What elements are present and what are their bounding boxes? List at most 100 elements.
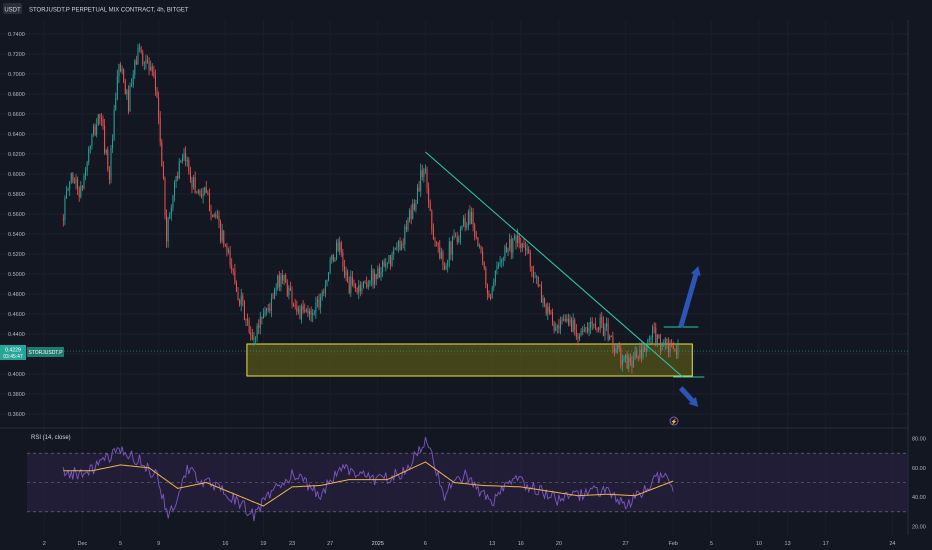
- candle-body: [478, 245, 480, 247]
- rsi-title: RSI (14, close): [31, 435, 71, 441]
- current-price-countdown: 03:45:47: [3, 354, 23, 360]
- candle-body: [248, 320, 250, 333]
- candle-body: [590, 321, 592, 329]
- candle-body: [239, 300, 241, 305]
- candle-body: [207, 192, 209, 195]
- alert-icon[interactable]: [669, 416, 679, 426]
- candle-body: [151, 66, 153, 73]
- candle-body: [170, 207, 172, 214]
- candle-body: [604, 326, 606, 336]
- candle-body: [426, 168, 428, 188]
- candle-body: [591, 321, 593, 325]
- candle-body: [404, 226, 406, 245]
- candle-body: [580, 331, 582, 335]
- candle-body: [64, 198, 66, 220]
- candle-body: [596, 327, 598, 329]
- candle-body: [215, 214, 217, 217]
- candle-body: [229, 250, 231, 266]
- candle-body: [110, 147, 112, 180]
- candle-body: [618, 344, 620, 349]
- time-tick-label: 24: [889, 541, 895, 547]
- candle-body: [661, 344, 663, 351]
- candle-body: [544, 298, 546, 304]
- candle-body: [251, 334, 253, 340]
- candle-body: [531, 266, 533, 271]
- candle-body: [609, 335, 611, 340]
- candle-body: [613, 347, 615, 353]
- candle-body: [310, 310, 312, 316]
- down-arrow-head: [688, 396, 699, 407]
- candle-body: [496, 266, 498, 271]
- time-tick-label: Feb: [668, 541, 677, 547]
- candle-body: [123, 69, 125, 82]
- candle-body: [115, 98, 117, 111]
- candle-body: [204, 187, 206, 194]
- candle-body: [628, 357, 630, 369]
- candle-body: [637, 357, 639, 359]
- candle-body: [235, 283, 237, 292]
- candle-body: [134, 60, 136, 75]
- time-tick-label: 13: [785, 541, 791, 547]
- candle-body: [237, 291, 239, 301]
- candle-body: [336, 242, 338, 260]
- candle-body: [409, 210, 411, 220]
- candle-body: [521, 243, 523, 248]
- candle-body: [318, 299, 320, 308]
- candle-body: [444, 265, 446, 270]
- candle-body: [434, 239, 436, 242]
- candle-body: [256, 325, 258, 339]
- candle-body: [396, 246, 398, 249]
- candle-body: [316, 299, 318, 303]
- candle-body: [623, 358, 625, 361]
- candle-body: [135, 60, 137, 65]
- candle-body: [575, 330, 577, 338]
- candle-body: [472, 211, 474, 225]
- candle-body: [129, 86, 131, 112]
- candle-body: [127, 90, 129, 112]
- candle-body: [394, 248, 396, 250]
- candle-body: [509, 239, 511, 249]
- candle-body: [606, 323, 608, 327]
- candle-body: [493, 282, 495, 288]
- candle-body: [579, 334, 581, 339]
- candle-body: [510, 239, 512, 253]
- candle-body: [97, 114, 99, 125]
- descending-trendline: [425, 151, 684, 378]
- candle-body: [402, 243, 404, 245]
- candle-body: [564, 319, 566, 321]
- candle-body: [67, 189, 69, 191]
- candle-body: [529, 253, 531, 267]
- candle-body: [181, 157, 183, 161]
- candle-body: [658, 334, 660, 339]
- candle-body: [577, 337, 579, 339]
- candle-body: [261, 317, 263, 319]
- time-tick-label: 2: [43, 541, 46, 547]
- price-tick-label: 0.5600: [8, 212, 25, 218]
- candle-body: [633, 358, 635, 367]
- candle-body: [267, 308, 269, 310]
- candle-body: [528, 249, 530, 254]
- candle-body: [193, 177, 195, 188]
- candle-body: [424, 168, 426, 170]
- candle-body: [660, 338, 662, 351]
- candle-body: [340, 242, 342, 253]
- candle-body: [108, 169, 110, 180]
- time-tick-label: 9: [157, 541, 160, 547]
- candle-body: [534, 277, 536, 279]
- currency-badge[interactable]: [3, 3, 22, 14]
- candle-body: [94, 126, 96, 135]
- candle-body: [401, 243, 403, 250]
- candle-body: [297, 308, 299, 312]
- candle-body: [410, 210, 412, 219]
- candle-body: [507, 248, 509, 253]
- candle-body: [161, 142, 163, 167]
- price-tick-label: 0.5800: [8, 192, 25, 198]
- candle-body: [186, 159, 188, 162]
- candle-body: [194, 177, 196, 193]
- candle-body: [331, 254, 333, 260]
- candle-body: [650, 337, 652, 339]
- candle-body: [326, 280, 328, 286]
- candle-body: [148, 61, 150, 70]
- candle-body: [512, 238, 514, 253]
- candle-body: [547, 306, 549, 314]
